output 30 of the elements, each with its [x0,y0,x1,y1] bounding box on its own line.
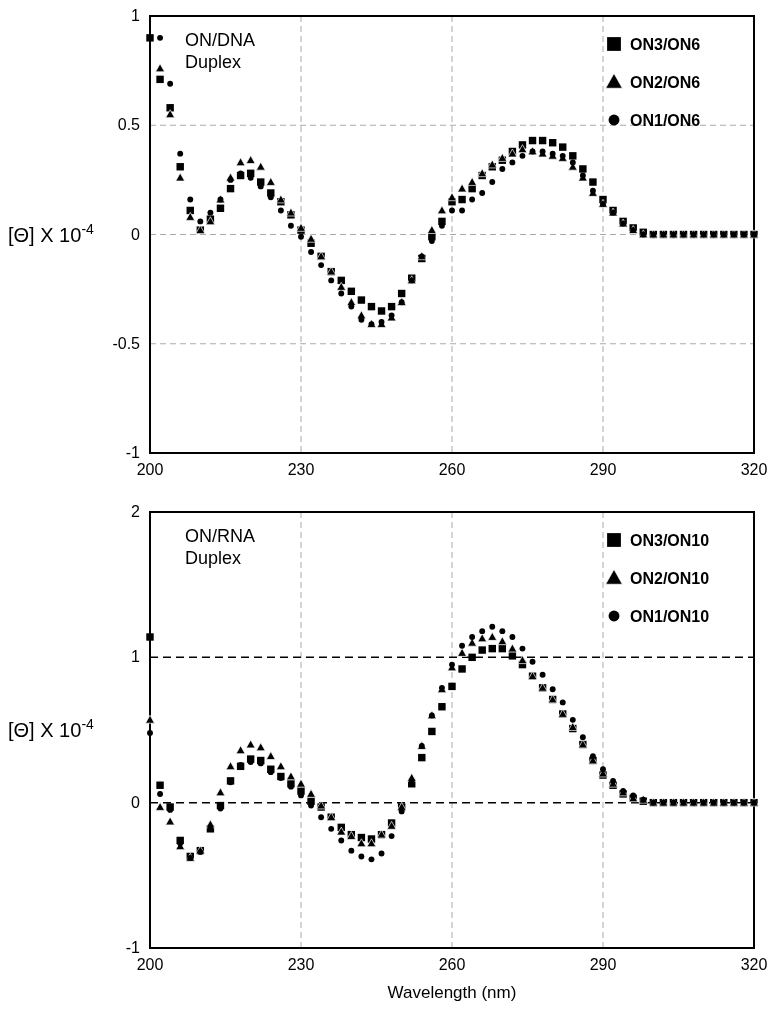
y-tick-label: 1 [131,7,141,24]
y-tick-label: 0 [131,225,141,243]
legend-label: ON1/ON10 [630,608,710,625]
x-tick-label: 200 [136,956,164,973]
y-tick-label: -1 [125,444,141,461]
y-tick-label: 0.5 [117,116,141,134]
x-tick-label: 320 [740,956,768,973]
x-axis-title: Wavelength (nm) [387,983,517,1002]
x-tick-label: 200 [136,461,164,478]
x-tick-label: 260 [438,461,466,478]
y-axis-title: [Θ] X 10$^{-4}$ [8,220,95,246]
legend-label: ON3/ON10 [630,532,710,549]
y-tick-label: 0 [131,793,141,811]
x-tick-label: 230 [287,956,315,973]
legend-label: ON2/ON10 [630,570,710,587]
x-tick-label: 320 [740,461,768,478]
annotation: ON/RNA Duplex [185,526,256,568]
y-tick-label: 1 [131,648,141,666]
legend-label: ON1/ON6 [630,112,701,129]
legend-label: ON2/ON6 [630,74,701,91]
x-tick-label: 260 [438,956,466,973]
y-tick-label: 2 [131,503,141,520]
y-tick-label: -0.5 [112,334,141,352]
x-tick-label: 230 [287,461,315,478]
y-axis-title: [Θ] X 10$^{-4}$ [8,716,95,741]
x-tick-label: 290 [589,956,617,973]
x-tick-label: 290 [589,461,617,478]
y-tick-label: -1 [125,939,141,956]
annotation: ON/DNA Duplex [185,30,256,72]
legend-label: ON3/ON6 [630,36,701,53]
